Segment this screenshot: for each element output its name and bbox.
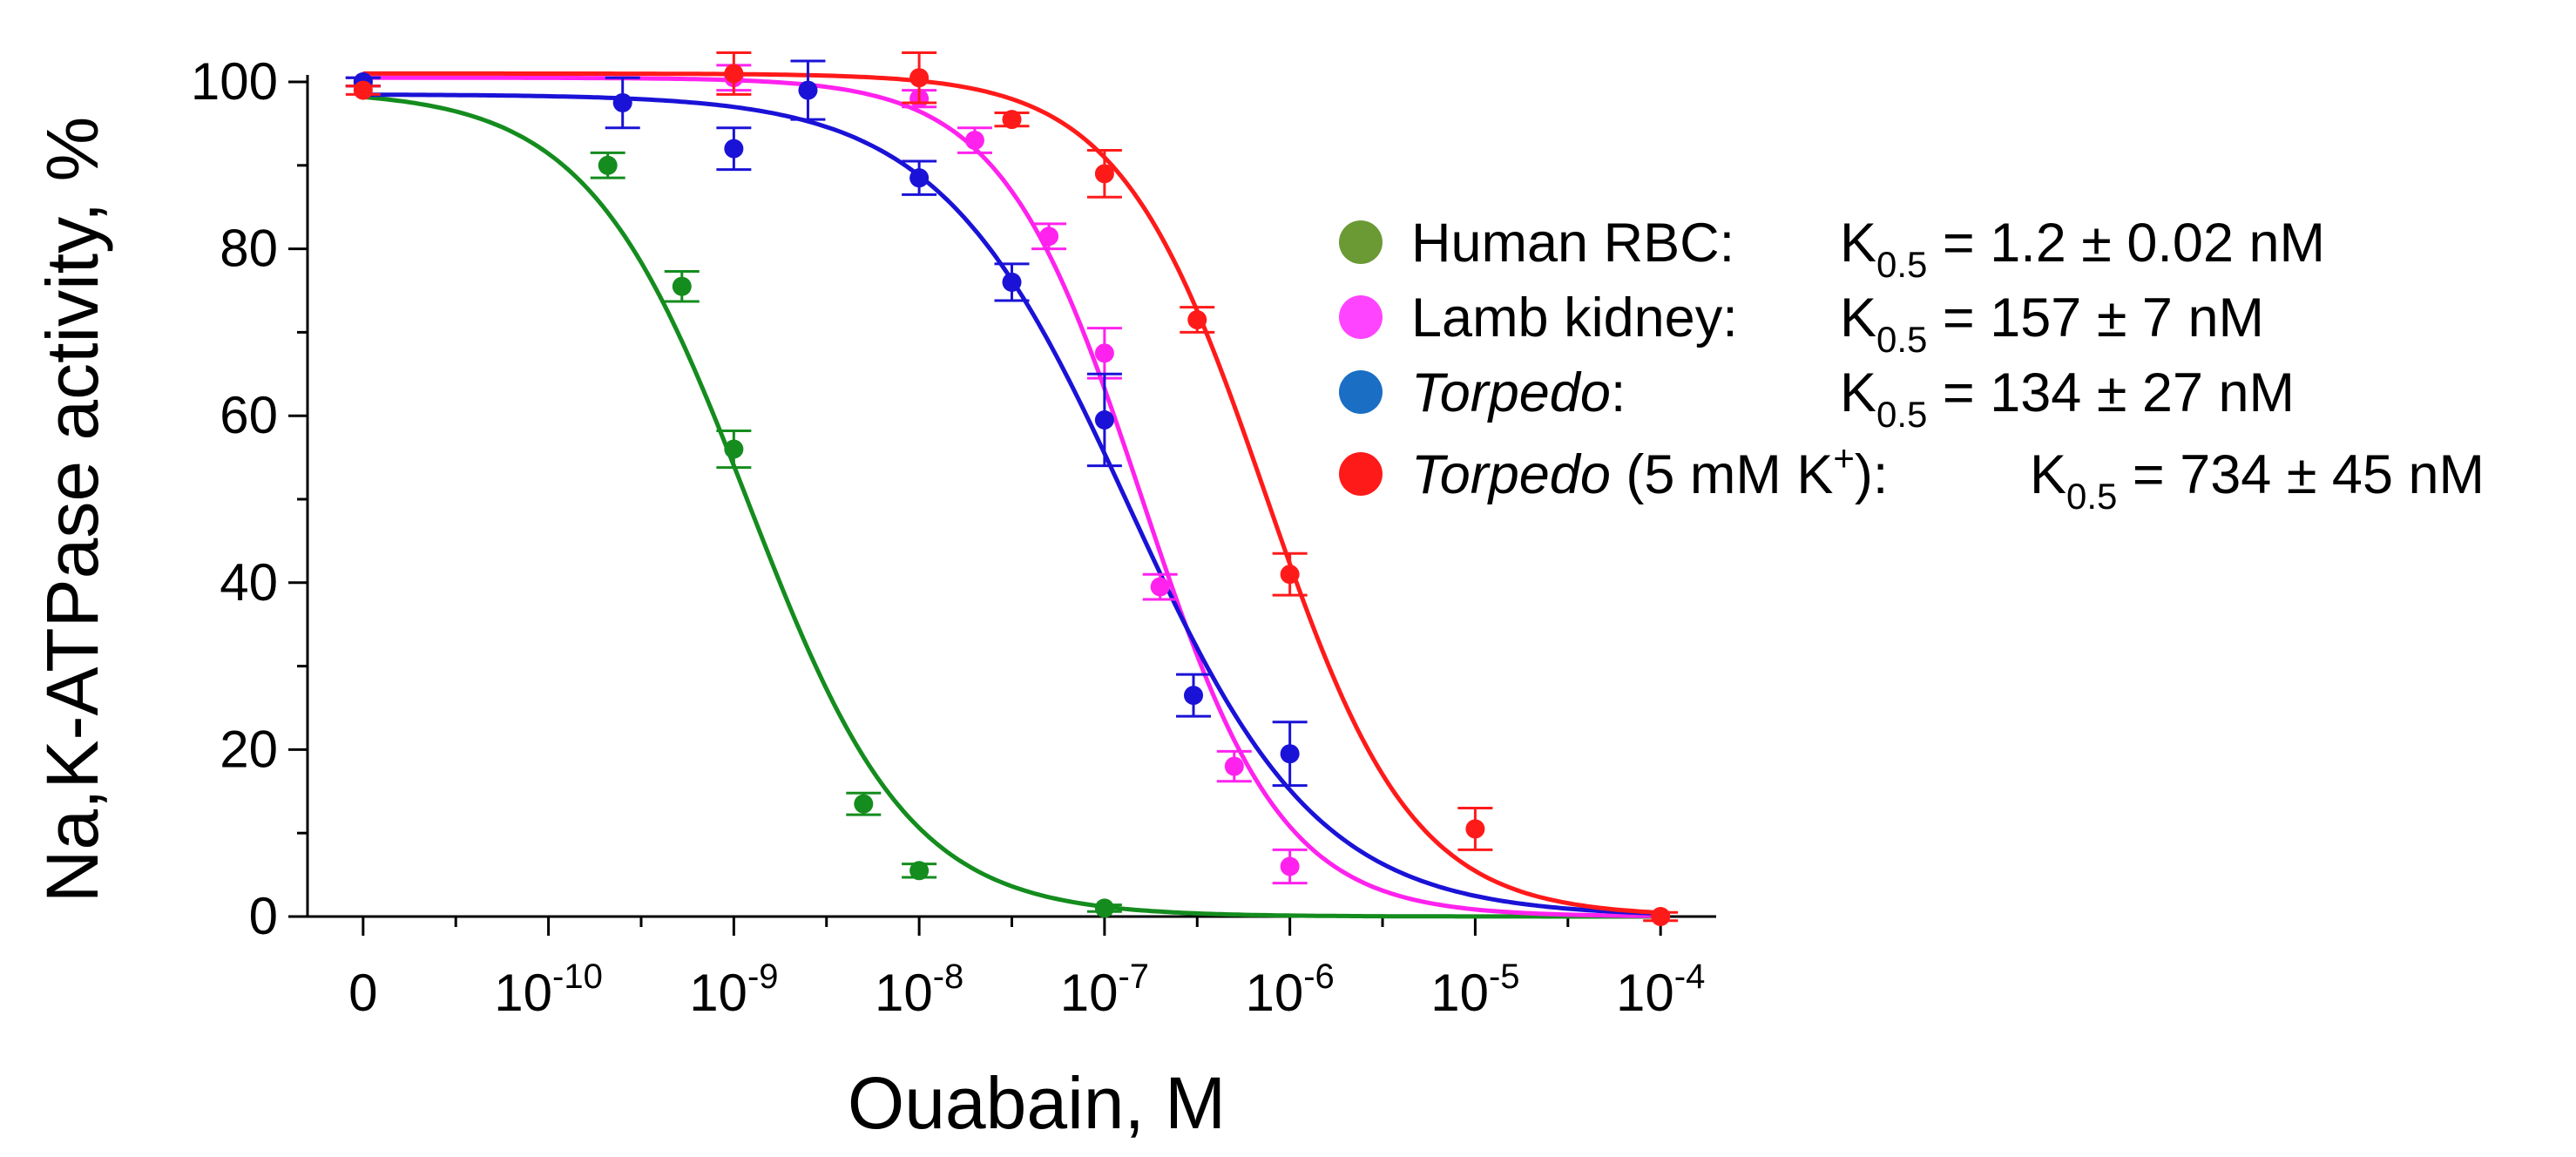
data-point-torpedo-5-mm-k- — [909, 68, 930, 88]
legend-label: Torpedo: — [1411, 362, 1626, 423]
y-tick-label: 60 — [220, 386, 278, 444]
legend-k-value: K0.5 = 734 ± 45 nM — [2030, 444, 2485, 517]
data-point-torpedo-5-mm-k- — [1280, 565, 1300, 585]
data-point-torpedo-5-mm-k- — [724, 64, 744, 84]
data-point-human-rbc — [724, 439, 744, 459]
legend-label: Human RBC: — [1411, 213, 1734, 274]
data-point-lamb-kidney — [1224, 756, 1244, 776]
data-point-torpedo — [1184, 686, 1204, 706]
data-point-lamb-kidney — [1094, 343, 1114, 363]
fit-curve-human-rbc — [362, 94, 1670, 919]
x-tick-label: 10-6 — [1245, 957, 1334, 1022]
data-point-human-rbc — [672, 276, 692, 296]
data-point-human-rbc — [854, 794, 874, 814]
fit-curve-torpedo-5-mm-k- — [362, 71, 1670, 916]
data-point-lamb-kidney — [964, 131, 984, 151]
x-tick-label: 0 — [348, 964, 377, 1022]
data-point-torpedo-5-mm-k- — [1094, 164, 1114, 184]
data-point-lamb-kidney — [1280, 856, 1300, 876]
x-tick-label: 10-4 — [1616, 957, 1705, 1022]
data-point-torpedo — [1280, 744, 1300, 764]
y-axis-title: Na,K-ATPase activity, % — [31, 117, 113, 903]
y-tick-label: 0 — [249, 887, 278, 945]
data-point-torpedo — [724, 139, 744, 159]
legend-marker — [1339, 452, 1383, 496]
y-tick-label: 80 — [220, 220, 278, 278]
x-tick-label: 10-5 — [1430, 957, 1519, 1022]
data-point-torpedo — [798, 80, 818, 100]
x-tick-label: 10-7 — [1060, 957, 1149, 1022]
data-point-torpedo — [1002, 272, 1022, 292]
data-point-human-rbc — [598, 155, 618, 175]
y-tick-label: 100 — [191, 52, 278, 111]
x-tick-label: 10-10 — [494, 957, 603, 1022]
y-tick-label: 40 — [220, 553, 278, 612]
legend-k-value: K0.5 = 134 ± 27 nM — [1840, 362, 2295, 435]
data-point-torpedo-5-mm-k- — [1465, 819, 1485, 839]
legend: Human RBC: K0.5 = 1.2 ± 0.02 nM Lamb kidne… — [1339, 213, 2485, 517]
y-tick-label: 20 — [220, 720, 278, 778]
data-point-torpedo-5-mm-k- — [1187, 310, 1207, 330]
data-point-torpedo — [1094, 409, 1114, 430]
data-point-torpedo-5-mm-k- — [1651, 907, 1671, 926]
legend-marker — [1339, 295, 1383, 339]
legend-k-value: K0.5 = 1.2 ± 0.02 nM — [1840, 213, 2325, 285]
data-point-torpedo — [612, 92, 632, 112]
axes: 0 20 40 60 80 100 0 10-10 10-9 10-8 10-7 10-6 10-5 10… — [191, 52, 1716, 1022]
legend-marker — [1339, 220, 1383, 264]
legend-label: Torpedo (5 mM K+): — [1411, 437, 1888, 505]
data-point-torpedo-5-mm-k- — [353, 80, 373, 100]
data-points — [345, 51, 1679, 926]
legend-k-value: K0.5 = 157 ± 7 nM — [1840, 288, 2264, 360]
x-axis-title: Ouabain, M — [848, 1062, 1226, 1144]
data-point-lamb-kidney — [1150, 577, 1170, 597]
data-point-human-rbc — [1094, 898, 1114, 918]
legend-marker — [1339, 370, 1383, 414]
legend-label: Lamb kidney: — [1411, 288, 1738, 348]
data-point-lamb-kidney — [1039, 227, 1059, 247]
data-point-human-rbc — [909, 861, 930, 881]
x-tick-label: 10-8 — [875, 957, 963, 1022]
data-point-torpedo-5-mm-k- — [1002, 110, 1022, 130]
fit-curve-lamb-kidney — [362, 75, 1670, 918]
data-point-torpedo — [909, 168, 930, 188]
x-tick-label: 10-9 — [689, 957, 778, 1022]
